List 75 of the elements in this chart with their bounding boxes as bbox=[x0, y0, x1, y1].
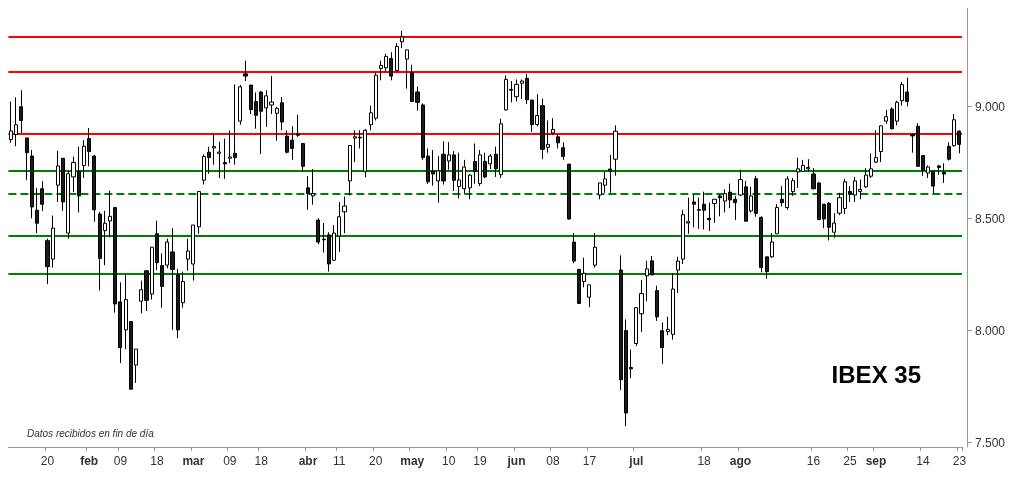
candlestick bbox=[567, 163, 571, 221]
x-tick-label: mar bbox=[182, 454, 205, 468]
candlestick bbox=[556, 134, 560, 149]
candlestick bbox=[608, 154, 612, 194]
x-tick-label: 09 bbox=[223, 454, 237, 468]
x-tick-label: ago bbox=[729, 454, 752, 468]
x-tick-label: abr bbox=[298, 454, 318, 468]
candlestick bbox=[35, 187, 39, 234]
candlestick bbox=[243, 60, 248, 82]
x-tick-label: 18 bbox=[254, 454, 269, 468]
candlestick bbox=[342, 196, 347, 234]
candlestick bbox=[587, 284, 591, 308]
candlestick bbox=[712, 198, 717, 224]
candlestick bbox=[348, 145, 352, 196]
x-tick-label: feb bbox=[80, 454, 99, 468]
x-tick-label: 25 bbox=[843, 454, 857, 468]
x-tick-label: 16 bbox=[806, 454, 821, 468]
candlestick bbox=[707, 202, 711, 232]
x-tick-label: 20 bbox=[369, 454, 383, 468]
candlestick bbox=[759, 215, 763, 273]
candlestick bbox=[395, 42, 399, 72]
candlestick bbox=[884, 109, 888, 125]
x-tick-label: 11 bbox=[333, 454, 346, 468]
y-tick-label: 9.000 bbox=[975, 99, 1006, 114]
candlestick bbox=[692, 193, 696, 228]
candlestick bbox=[468, 173, 472, 200]
candlestick bbox=[613, 124, 618, 177]
x-tick-label: 08 bbox=[546, 454, 560, 468]
candlestick bbox=[879, 125, 883, 163]
candlestick bbox=[942, 162, 946, 184]
candlestick bbox=[301, 143, 305, 173]
x-tick-label: 09 bbox=[113, 454, 128, 468]
candlestick bbox=[676, 256, 680, 294]
text: IBEX 35 bbox=[831, 360, 922, 388]
annotation: Datos recibidos en fin de día bbox=[27, 427, 155, 439]
candlestick bbox=[660, 321, 664, 365]
candlestick bbox=[947, 141, 951, 162]
x-tick-label: 19 bbox=[473, 454, 487, 468]
candlestick bbox=[296, 114, 300, 138]
candlestick bbox=[572, 232, 576, 264]
x-tick-label: 18 bbox=[150, 454, 164, 468]
candlestick bbox=[561, 141, 565, 161]
x-tick-label: 14 bbox=[916, 454, 930, 468]
candlestick bbox=[593, 232, 597, 269]
x-tick-label: sep bbox=[865, 454, 887, 468]
candlestick bbox=[400, 30, 404, 49]
x-tick-label: 20 bbox=[40, 454, 55, 468]
candlestick bbox=[551, 117, 555, 136]
candlestick bbox=[874, 129, 878, 164]
candlestick bbox=[655, 285, 659, 322]
x-tick-label: 10 bbox=[442, 454, 456, 468]
x-tick-label: 18 bbox=[697, 454, 712, 468]
candlestick bbox=[405, 49, 409, 90]
candlestick bbox=[19, 89, 23, 134]
candlestick bbox=[937, 164, 941, 176]
candlestick bbox=[238, 84, 242, 126]
x-tick-label: 17 bbox=[582, 454, 597, 468]
candlestick bbox=[791, 177, 795, 197]
x-tick-label: 23 bbox=[952, 454, 967, 468]
candlestick bbox=[30, 149, 34, 219]
x-tick-label: jun bbox=[506, 454, 526, 468]
candlestick bbox=[217, 141, 221, 179]
candlestick bbox=[40, 180, 44, 212]
candlestick bbox=[197, 190, 201, 235]
y-tick-label: 8.000 bbox=[975, 323, 1006, 338]
x-tick-label: may bbox=[400, 454, 425, 468]
candlestick bbox=[223, 138, 227, 180]
y-tick-label: 8.500 bbox=[975, 211, 1006, 226]
candlestick bbox=[316, 217, 320, 245]
candlestick bbox=[212, 133, 216, 166]
x-tick-label: jul bbox=[628, 454, 644, 468]
y-tick-label: 7.500 bbox=[975, 435, 1006, 450]
candlestick bbox=[92, 154, 96, 223]
candlestick bbox=[775, 203, 779, 235]
candlestick bbox=[25, 137, 29, 181]
